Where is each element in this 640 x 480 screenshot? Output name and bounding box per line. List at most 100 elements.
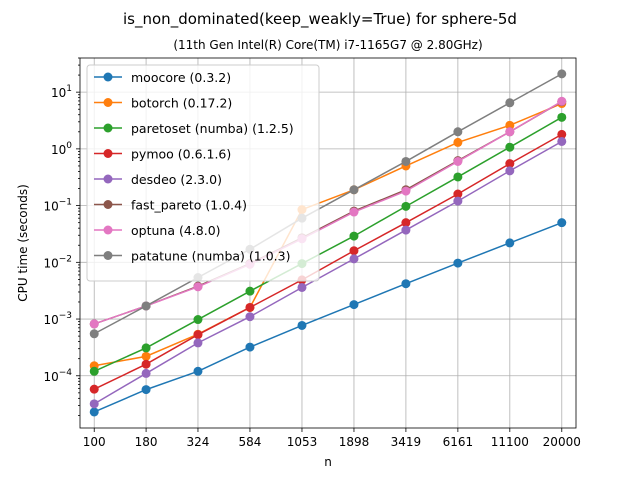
legend-marker: [103, 251, 113, 260]
x-tick-label: 324: [187, 435, 210, 449]
data-point: [141, 301, 151, 311]
legend-item: desdeo (2.3.0): [94, 172, 222, 187]
data-point: [401, 218, 411, 228]
data-point: [401, 156, 411, 166]
y-tick-base: 10: [43, 200, 58, 214]
legend-label: botorch (0.17.2): [131, 96, 232, 111]
data-point: [505, 142, 515, 152]
chart-subtitle: (11th Gen Intel(R) Core(TM) i7-1165G7 @ …: [173, 38, 482, 52]
data-point: [453, 137, 463, 147]
data-point: [557, 218, 567, 228]
data-point: [401, 225, 411, 235]
y-tick-base: 10: [51, 143, 66, 157]
data-point: [349, 207, 359, 217]
data-point: [89, 407, 99, 417]
data-point: [349, 300, 359, 310]
data-point: [505, 120, 515, 130]
data-point: [89, 366, 99, 376]
series-line: [93, 73, 563, 335]
y-tick-exponent: −1: [59, 198, 72, 208]
data-point: [453, 156, 463, 166]
legend-marker: [103, 200, 113, 209]
legend-item: pymoo (0.6.1.6): [94, 147, 231, 162]
y-tick-base: 10: [43, 256, 58, 270]
y-tick-exponent: 1: [66, 84, 72, 94]
data-point: [193, 330, 203, 340]
data-point: [193, 282, 203, 292]
y-tick-label: 10−4: [43, 368, 72, 384]
data-point: [349, 246, 359, 256]
series-line: [93, 221, 563, 413]
data-point: [453, 189, 463, 199]
legend-marker: [103, 225, 113, 235]
data-point: [557, 112, 567, 122]
data-point: [401, 279, 411, 289]
x-axis-ticks: 100 180 324 584 1053 1898 3419 6161 11100 20000: [83, 428, 581, 449]
y-tick-label: 101: [51, 84, 72, 100]
legend-item: botorch (0.17.2): [94, 96, 232, 111]
series-line: [93, 133, 563, 390]
y-tick-label: 100: [51, 141, 72, 157]
series-line: [93, 100, 563, 325]
y-tick-label: 10−3: [43, 311, 72, 327]
series-4: [89, 136, 567, 409]
data-point: [141, 368, 151, 378]
x-tick-label: 6161: [443, 435, 474, 449]
legend-item: fast_pareto (1.0.4): [94, 198, 247, 213]
data-point: [141, 351, 151, 361]
y-tick-exponent: −4: [59, 368, 73, 378]
y-tick-exponent: 0: [66, 141, 72, 151]
data-point: [453, 127, 463, 137]
x-axis-label: n: [324, 455, 332, 469]
data-point: [349, 254, 359, 264]
y-tick-base: 10: [43, 313, 58, 327]
y-axis-label: CPU time (seconds): [16, 184, 30, 302]
legend-label: optuna (4.8.0): [131, 223, 221, 238]
legend-marker: [103, 123, 113, 133]
data-point: [557, 136, 567, 146]
data-point: [245, 302, 255, 312]
data-point: [505, 238, 515, 248]
legend-item: patatune (numba) (1.0.3): [94, 249, 290, 264]
data-point: [557, 96, 567, 106]
data-point: [401, 186, 411, 196]
plot-area-frame: [79, 57, 577, 429]
x-tick-label: 584: [239, 435, 262, 449]
data-point: [505, 127, 515, 137]
data-point: [193, 366, 203, 376]
data-point: [453, 196, 463, 206]
legend-item: paretoset (numba) (1.2.5): [94, 121, 294, 136]
data-point: [245, 312, 255, 322]
data-point: [505, 166, 515, 176]
legend-label: desdeo (2.3.0): [131, 172, 222, 187]
legend-marker: [103, 98, 113, 107]
series-line: [94, 102, 563, 367]
data-point: [349, 185, 359, 195]
data-point: [557, 129, 567, 139]
data-point: [245, 286, 255, 296]
x-tick-label: 100: [83, 435, 106, 449]
y-tick-label: 10−2: [43, 254, 72, 270]
x-tick-label: 11100: [491, 435, 529, 449]
legend: moocore (0.3.2) botorch (0.17.2) paretoset…: [86, 64, 320, 282]
x-tick-label: 180: [135, 435, 158, 449]
legend-label: paretoset (numba) (1.2.5): [131, 121, 294, 136]
data-point: [89, 329, 99, 339]
data-point: [505, 159, 515, 169]
legend-label: patatune (numba) (1.0.3): [131, 249, 290, 264]
chart-title: is_non_dominated(keep_weakly=True) for s…: [123, 10, 517, 29]
x-tick-label: 20000: [543, 435, 581, 449]
series-line: [93, 140, 563, 405]
data-point: [557, 69, 567, 79]
x-tick-label: 1053: [287, 435, 318, 449]
y-tick-exponent: −3: [59, 311, 72, 321]
series-0: [89, 218, 567, 417]
data-point: [141, 385, 151, 395]
legend-marker: [103, 149, 113, 158]
y-tick-label: 10−1: [43, 198, 72, 214]
data-point: [297, 320, 307, 330]
x-tick-label: 1898: [339, 435, 370, 449]
legend-marker: [103, 174, 113, 184]
legend-label: pymoo (0.6.1.6): [131, 147, 231, 162]
